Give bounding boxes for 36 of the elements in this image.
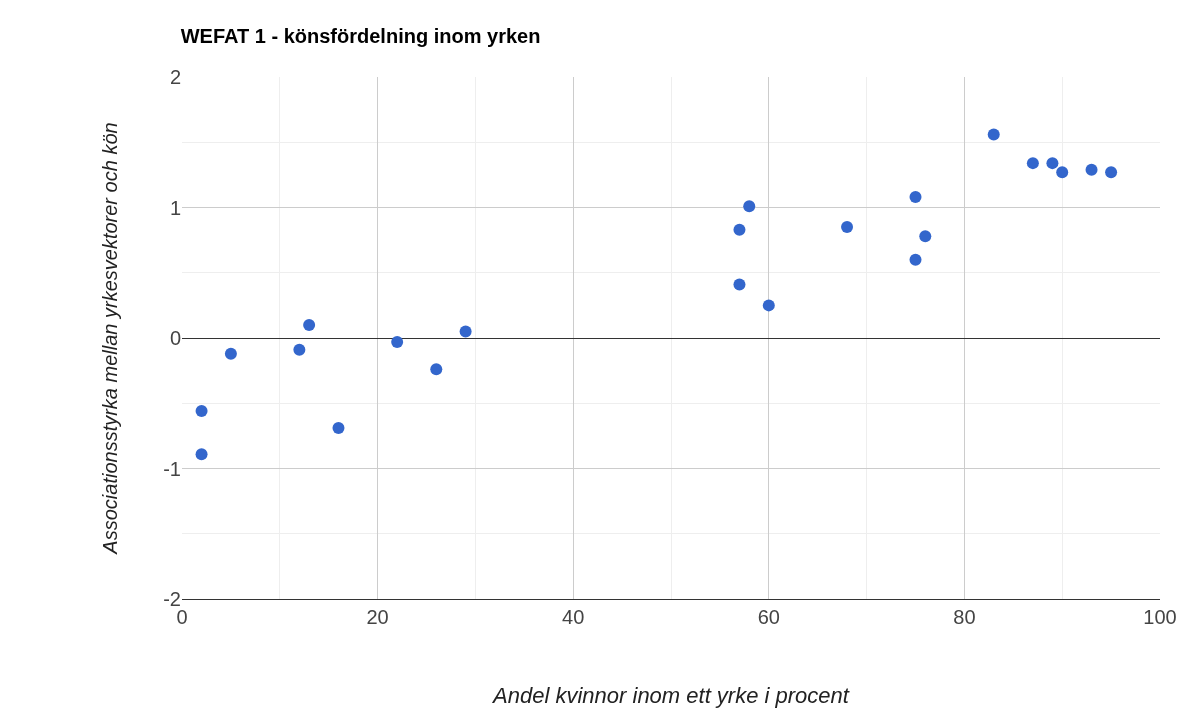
point (1105, 166, 1118, 179)
y-tick-label: 1 (169, 196, 181, 219)
point (459, 325, 472, 338)
y-tick-label: -2 (163, 588, 181, 610)
x-tick-label: 60 (757, 606, 780, 628)
x-axis-title: Andel kvinnor inom ett yrke i procent (491, 682, 850, 708)
point (909, 191, 922, 204)
y-tick-label: 2 (169, 66, 181, 88)
y-tick-label: -1 (163, 457, 181, 480)
point (743, 200, 756, 213)
point (987, 128, 1000, 141)
point (195, 405, 208, 418)
point (195, 448, 208, 461)
point (391, 335, 404, 348)
point (303, 318, 316, 331)
point (733, 278, 746, 291)
point (909, 253, 922, 266)
point (919, 230, 932, 243)
point (841, 221, 854, 234)
x-tick-label: 80 (953, 606, 976, 628)
point (1085, 163, 1098, 176)
chart-title: WEFAT 1 - könsfördelning inom yrken (180, 24, 541, 47)
point (332, 422, 345, 435)
x-tick-label: 100 (1143, 606, 1177, 628)
point (1046, 157, 1059, 170)
point (293, 343, 306, 356)
point (1056, 166, 1069, 179)
x-tick-label: 40 (562, 606, 585, 628)
point (762, 299, 775, 312)
point (733, 223, 746, 236)
point (224, 347, 237, 360)
x-tick-label: 20 (366, 606, 389, 628)
point (1026, 157, 1039, 170)
point (430, 363, 443, 376)
y-axis-title: Associationsstyrka mellan yrkesvektorer och kön (98, 122, 121, 555)
y-tick-label: 0 (169, 327, 181, 349)
